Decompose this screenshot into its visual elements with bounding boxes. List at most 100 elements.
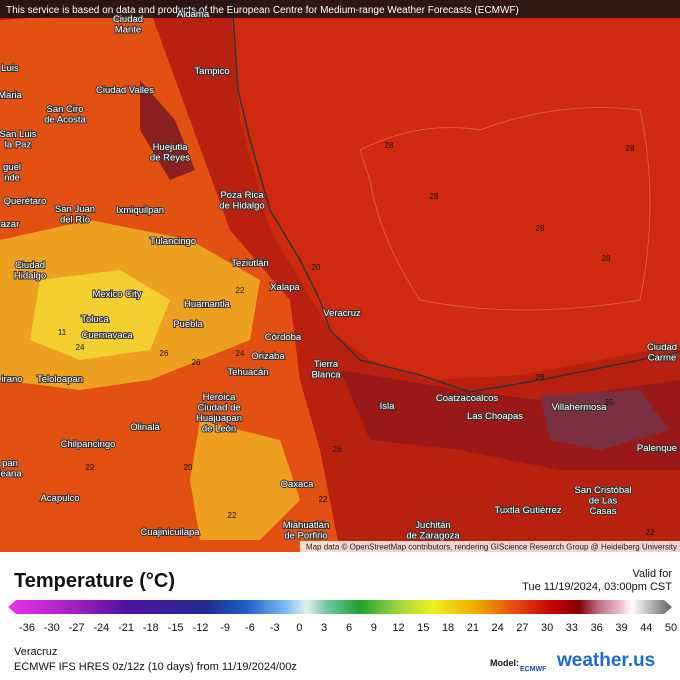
- location: Veracruz: [14, 646, 58, 658]
- city-label: Aldama: [177, 9, 210, 20]
- city-label: Heroica: [203, 392, 236, 403]
- city-label: Miahuatlán: [283, 520, 329, 531]
- legend-tick: 24: [491, 622, 504, 634]
- legend-tick: 12: [392, 622, 405, 634]
- model-run: ECMWF IFS HRES 0z/12z (10 days) from 11/…: [14, 661, 297, 673]
- city-label: Ciudad Valles: [96, 85, 154, 96]
- city-label: leana: [0, 469, 22, 480]
- contour-label: 28: [536, 373, 545, 382]
- notice-bar: [0, 0, 680, 18]
- city-label: Ciudad: [15, 260, 45, 271]
- hot-area: [190, 420, 300, 540]
- legend-tick: 36: [590, 622, 603, 634]
- city-label: Mexico City: [92, 289, 141, 300]
- legend-tick: -18: [142, 622, 159, 634]
- legend-tick: -21: [118, 622, 135, 634]
- city-label: pan: [2, 458, 18, 469]
- city-label: Tulancingo: [150, 236, 196, 247]
- city-label: Villahermosa: [552, 402, 607, 413]
- city-label: Ciudad: [647, 342, 677, 353]
- city-label: Tuxtla Gutiérrez: [494, 505, 561, 516]
- city-label: Hidalgo: [14, 271, 46, 282]
- legend-tick: 18: [441, 622, 455, 634]
- city-label: Puebla: [173, 319, 203, 330]
- contour-label: 22: [228, 511, 237, 520]
- contour-label: 28: [602, 254, 611, 263]
- legend-tick: 21: [466, 622, 479, 634]
- legend-tick: -36: [19, 622, 35, 634]
- legend-tick: 9: [370, 622, 377, 634]
- brand[interactable]: weather.us: [557, 650, 656, 671]
- city-label: Isla: [380, 401, 396, 412]
- contour-label: 20: [312, 263, 321, 272]
- city-label: Teziutlán: [231, 258, 269, 269]
- city-label: de Acosta: [44, 115, 86, 126]
- city-label: Teloloapan: [37, 374, 83, 385]
- dark-area: [140, 80, 195, 180]
- contour: [359, 107, 651, 311]
- city-label: Mante: [115, 25, 141, 36]
- city-label: Oaxaca: [281, 479, 314, 490]
- city-label: de Porfirio: [284, 531, 327, 542]
- legend-tick: 27: [516, 622, 529, 634]
- legend-tick: 50: [664, 622, 678, 634]
- city-label: Casas: [590, 506, 617, 517]
- city-label: del Río: [60, 215, 90, 226]
- legend-tick: 30: [541, 622, 554, 634]
- contour-label: 22: [236, 286, 245, 295]
- city-label: Ixmiquilpan: [116, 205, 164, 216]
- city-label: Veracruz: [323, 308, 361, 319]
- contour-label: 26: [333, 445, 342, 454]
- legend-tick: 6: [345, 622, 353, 634]
- legend-tick: 0: [296, 622, 303, 634]
- city-label: Tehuacán: [227, 367, 268, 378]
- city-label: San Luis: [0, 129, 37, 140]
- city-label: Tierra: [314, 359, 339, 370]
- city-label: guel: [3, 162, 21, 173]
- city-label: de León: [202, 424, 236, 435]
- contour-label: 22: [319, 495, 328, 504]
- notice: This service is based on data and produc…: [6, 5, 519, 16]
- attribution: Map data © OpenStreetMap contributors, r…: [306, 543, 677, 552]
- city-label: Carme: [648, 353, 677, 364]
- legend-tick: -3: [269, 622, 280, 634]
- valid-time: Tue 11/19/2024, 03:00pm CST: [522, 581, 672, 593]
- contour-label: 24: [236, 349, 245, 358]
- legend-tick: -27: [68, 622, 85, 634]
- city-label: Ciudad: [113, 14, 143, 25]
- legend-tick: -30: [43, 622, 60, 634]
- city-label: la Paz: [5, 140, 32, 151]
- legend-tick: -24: [93, 622, 110, 634]
- contour-label: 22: [86, 463, 95, 472]
- legend-tick: -6: [245, 622, 255, 634]
- model-name: ECMWF: [520, 666, 547, 673]
- map: This service is based on data and produc…: [0, 0, 680, 552]
- city-label: Querétaro: [4, 196, 47, 207]
- legend-title: Temperature (°C): [14, 570, 175, 592]
- legend-tick: 3: [321, 622, 328, 634]
- city-label: Ciudad de: [197, 403, 240, 414]
- city-label: Córdoba: [265, 332, 302, 343]
- city-label: Xalapa: [270, 282, 300, 293]
- city-label: San Juan: [55, 204, 95, 215]
- city-label: San Cristóbal: [574, 485, 631, 496]
- city-label: Blanca: [311, 370, 341, 381]
- city-label: Tampico: [194, 66, 229, 77]
- hot-area: [30, 270, 170, 360]
- city-label: de Las: [589, 496, 618, 507]
- city-label: Orizaba: [251, 351, 285, 362]
- city-label: de Zaragoza: [406, 531, 460, 542]
- city-label: Toluca: [81, 314, 109, 325]
- city-label: Cuajinicuilapa: [140, 527, 200, 538]
- legend-tick: 44: [640, 622, 653, 634]
- legend-tick: 39: [615, 622, 628, 634]
- city-label: Coatzacoalcos: [436, 393, 499, 404]
- city-label: Huajuapan: [196, 413, 242, 424]
- city-label: azar: [1, 219, 19, 230]
- color-bar: [8, 600, 672, 614]
- contour-label: 26: [160, 349, 169, 358]
- city-label: San Ciro: [47, 104, 84, 115]
- contour-label: 28: [536, 224, 545, 233]
- city-label: Luis: [1, 63, 19, 74]
